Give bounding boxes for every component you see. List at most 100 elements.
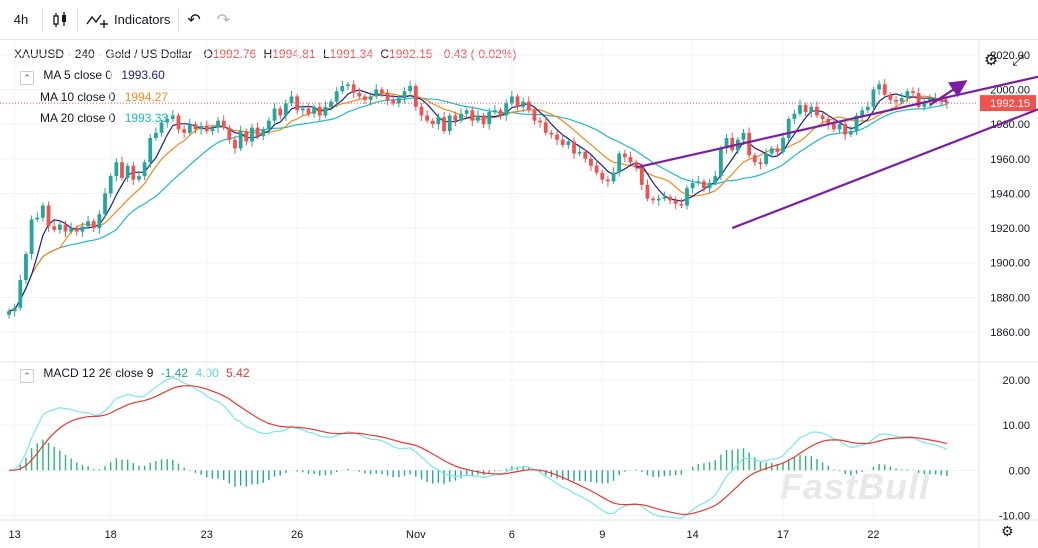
candle-body [459, 113, 463, 121]
candle-body [470, 110, 475, 121]
candle-body [769, 148, 774, 154]
candle-body [611, 172, 616, 182]
indicators-button[interactable]: Indicators [78, 0, 178, 40]
candle-body [606, 179, 610, 182]
candle-body [447, 115, 452, 132]
time-tick-label: Nov [406, 529, 426, 541]
candle-body [419, 106, 424, 116]
candle-body [741, 132, 746, 140]
chart-canvas[interactable]: 2020.00 2000.00 1980.00 1960.00 1940.00 1920.… [0, 40, 1038, 548]
ma10-legend: MA 10 close 0 1994.27 [40, 90, 168, 104]
candle-body [35, 217, 40, 220]
candle-body [385, 92, 390, 100]
chart-type-button[interactable] [43, 0, 77, 40]
collapse-toggle[interactable]: ⌃ [20, 71, 34, 85]
settings-gear-icon[interactable]: ⚙ [1001, 523, 1014, 539]
candle-body [204, 125, 209, 132]
price-tick-label: 1880.00 [990, 292, 1030, 304]
candle-body [114, 162, 119, 177]
candle-body [487, 112, 492, 125]
candle-body [493, 110, 497, 113]
candle-body [340, 86, 345, 92]
candle-body [504, 103, 509, 116]
candle-body [57, 224, 62, 230]
candle-body [526, 101, 531, 111]
candle-body [233, 139, 237, 149]
candle-body [685, 188, 689, 206]
candle-body [600, 172, 605, 180]
candle-body [645, 184, 650, 199]
legend-dot: · [98, 47, 106, 61]
candle-body [594, 165, 599, 173]
candle-body [176, 115, 181, 130]
interval-button[interactable]: 4h [13, 12, 29, 27]
macd-hist-value: -1.42 [160, 366, 189, 380]
candle-body [939, 98, 944, 102]
candle-body [888, 94, 893, 100]
candle-body [374, 89, 379, 97]
candle-body [442, 117, 446, 132]
candle-body [108, 176, 113, 194]
macd-tick-label: -10.00 [999, 510, 1030, 522]
candle-body [402, 91, 407, 99]
indicators-label: Indicators [114, 12, 171, 27]
candle-body [911, 91, 915, 93]
candle-body [679, 203, 684, 206]
candle-body [24, 254, 28, 281]
ma20-line [8, 97, 948, 312]
candle-body [46, 205, 51, 227]
price-tick-label: 2020.00 [990, 50, 1030, 62]
candle-body [312, 106, 316, 114]
candle-body [656, 198, 661, 201]
macd-legend: ⌃ MACD 12 26 close 9 -1.42 4.00 5.42 [20, 366, 250, 383]
time-tick-label: 17 [777, 529, 789, 541]
ma5-legend: ⌃ MA 5 close 0 1993.60 [20, 68, 165, 85]
symbol-interval: 240 [74, 47, 95, 61]
candle-body [617, 153, 622, 173]
candle-body [165, 118, 170, 123]
candle-body [532, 110, 537, 121]
close-value: 1992.15 [389, 47, 433, 61]
candle-body [436, 117, 441, 125]
candle-body [764, 153, 768, 164]
candle-body [329, 101, 333, 107]
redo-button[interactable]: ↷ [209, 0, 238, 40]
macd-signal-value: 5.42 [226, 366, 250, 380]
ma20-value: 1993.33 [124, 111, 169, 125]
candle-body [74, 228, 79, 232]
candle-body [199, 125, 203, 130]
candle-body [583, 151, 588, 159]
candle-body [131, 165, 136, 180]
candle-body [871, 89, 876, 107]
candle-body [882, 84, 887, 95]
candle-body [29, 219, 34, 255]
candle-body [63, 224, 68, 232]
candle-body [306, 108, 311, 114]
candle-body [555, 134, 559, 140]
time-tick-label: 6 [509, 529, 515, 541]
time-tick-label: 22 [867, 529, 879, 541]
candle-body [464, 110, 469, 114]
chart-settings-icon: ⚙ [984, 52, 998, 69]
open-label: O [203, 47, 213, 61]
candle-body [351, 84, 356, 93]
last-price-label: 1992.15 [990, 98, 1030, 110]
candle-body [848, 131, 853, 135]
collapse-toggle[interactable]: ⌃ [20, 369, 34, 383]
candle-body [170, 115, 175, 119]
candle-body [673, 200, 678, 204]
undo-button[interactable]: ↶ [179, 0, 208, 40]
candle-body [148, 138, 153, 163]
candle-body [815, 106, 819, 116]
candle-body [820, 115, 825, 119]
candle-body [758, 162, 763, 164]
candle-body [690, 183, 695, 189]
candle-body [572, 141, 576, 154]
candle-body [538, 120, 542, 123]
candle-body [267, 120, 271, 130]
candle-body [244, 131, 249, 142]
candle-body [227, 127, 232, 140]
toolbar-divider [178, 7, 180, 32]
candle-body [724, 138, 729, 149]
